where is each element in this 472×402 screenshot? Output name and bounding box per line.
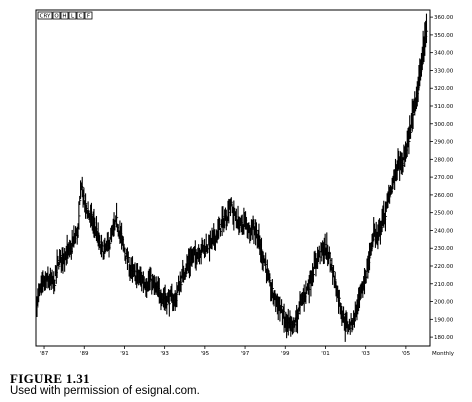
toolbar-button-label: H bbox=[62, 14, 66, 20]
y-tick-label: 200.00 bbox=[434, 300, 454, 306]
chart-plot-frame bbox=[35, 9, 431, 347]
y-axis: 360.00 350.00 340.00 330.00 320.00 310.00 300.… bbox=[430, 15, 454, 341]
y-tick-label: 310.00 bbox=[434, 104, 454, 110]
x-axis: '87 '89 '91 '93 '95 '97 '99 '01 '03 '05 Monthly bbox=[40, 346, 455, 357]
x-tick-label: '01 bbox=[321, 351, 330, 357]
x-tick-label: '93 bbox=[160, 351, 169, 357]
y-tick-label: 190.00 bbox=[434, 317, 454, 323]
toolbar-button-l[interactable]: L bbox=[68, 11, 77, 20]
price-bars bbox=[36, 13, 429, 342]
x-tick-label: '87 bbox=[40, 351, 49, 357]
y-tick-label: 260.00 bbox=[434, 193, 454, 199]
toolbar-button-label: C bbox=[79, 14, 83, 20]
y-tick-label: 210.00 bbox=[434, 282, 454, 288]
y-tick-label: 300.00 bbox=[434, 122, 454, 128]
x-tick-label: '95 bbox=[201, 351, 210, 357]
toolbar-button-h[interactable]: H bbox=[60, 11, 69, 20]
toolbar-button-label: F bbox=[87, 14, 90, 20]
figure-label: FIGURE 1.31 bbox=[10, 371, 90, 386]
y-tick-label: 340.00 bbox=[434, 51, 454, 57]
toolbar-button-o[interactable]: O bbox=[52, 11, 61, 20]
x-tick-label: '89 bbox=[80, 351, 89, 357]
x-period-label: Monthly bbox=[432, 351, 455, 357]
x-tick-label: '97 bbox=[241, 351, 250, 357]
y-tick-label: 270.00 bbox=[434, 175, 454, 181]
y-tick-label: 180.00 bbox=[434, 335, 454, 341]
x-tick-label: '99 bbox=[281, 351, 290, 357]
toolbar-button-label: L bbox=[71, 14, 75, 20]
x-tick-label: '05 bbox=[402, 351, 411, 357]
y-tick-label: 350.00 bbox=[434, 33, 454, 39]
chart-toolbar[interactable]: CRY O H L C F bbox=[37, 11, 93, 20]
x-tick-label: '03 bbox=[361, 351, 370, 357]
y-tick-label: 360.00 bbox=[434, 15, 454, 21]
y-tick-label: 230.00 bbox=[434, 246, 454, 252]
y-tick-label: 290.00 bbox=[434, 140, 454, 146]
figure-credit: Used with permission of esignal.com. bbox=[10, 385, 200, 397]
toolbar-button-label: CRY bbox=[40, 14, 51, 20]
y-tick-label: 320.00 bbox=[434, 86, 454, 92]
y-tick-label: 220.00 bbox=[434, 264, 454, 270]
toolbar-button-f[interactable]: F bbox=[84, 11, 93, 20]
y-tick-label: 280.00 bbox=[434, 157, 454, 163]
y-tick-label: 250.00 bbox=[434, 211, 454, 217]
y-tick-label: 240.00 bbox=[434, 228, 454, 234]
toolbar-button-label: O bbox=[54, 14, 59, 20]
x-tick-label: '91 bbox=[120, 351, 129, 357]
toolbar-button-cry[interactable]: CRY bbox=[37, 11, 53, 20]
toolbar-button-c[interactable]: C bbox=[76, 11, 85, 20]
y-tick-label: 330.00 bbox=[434, 68, 454, 74]
